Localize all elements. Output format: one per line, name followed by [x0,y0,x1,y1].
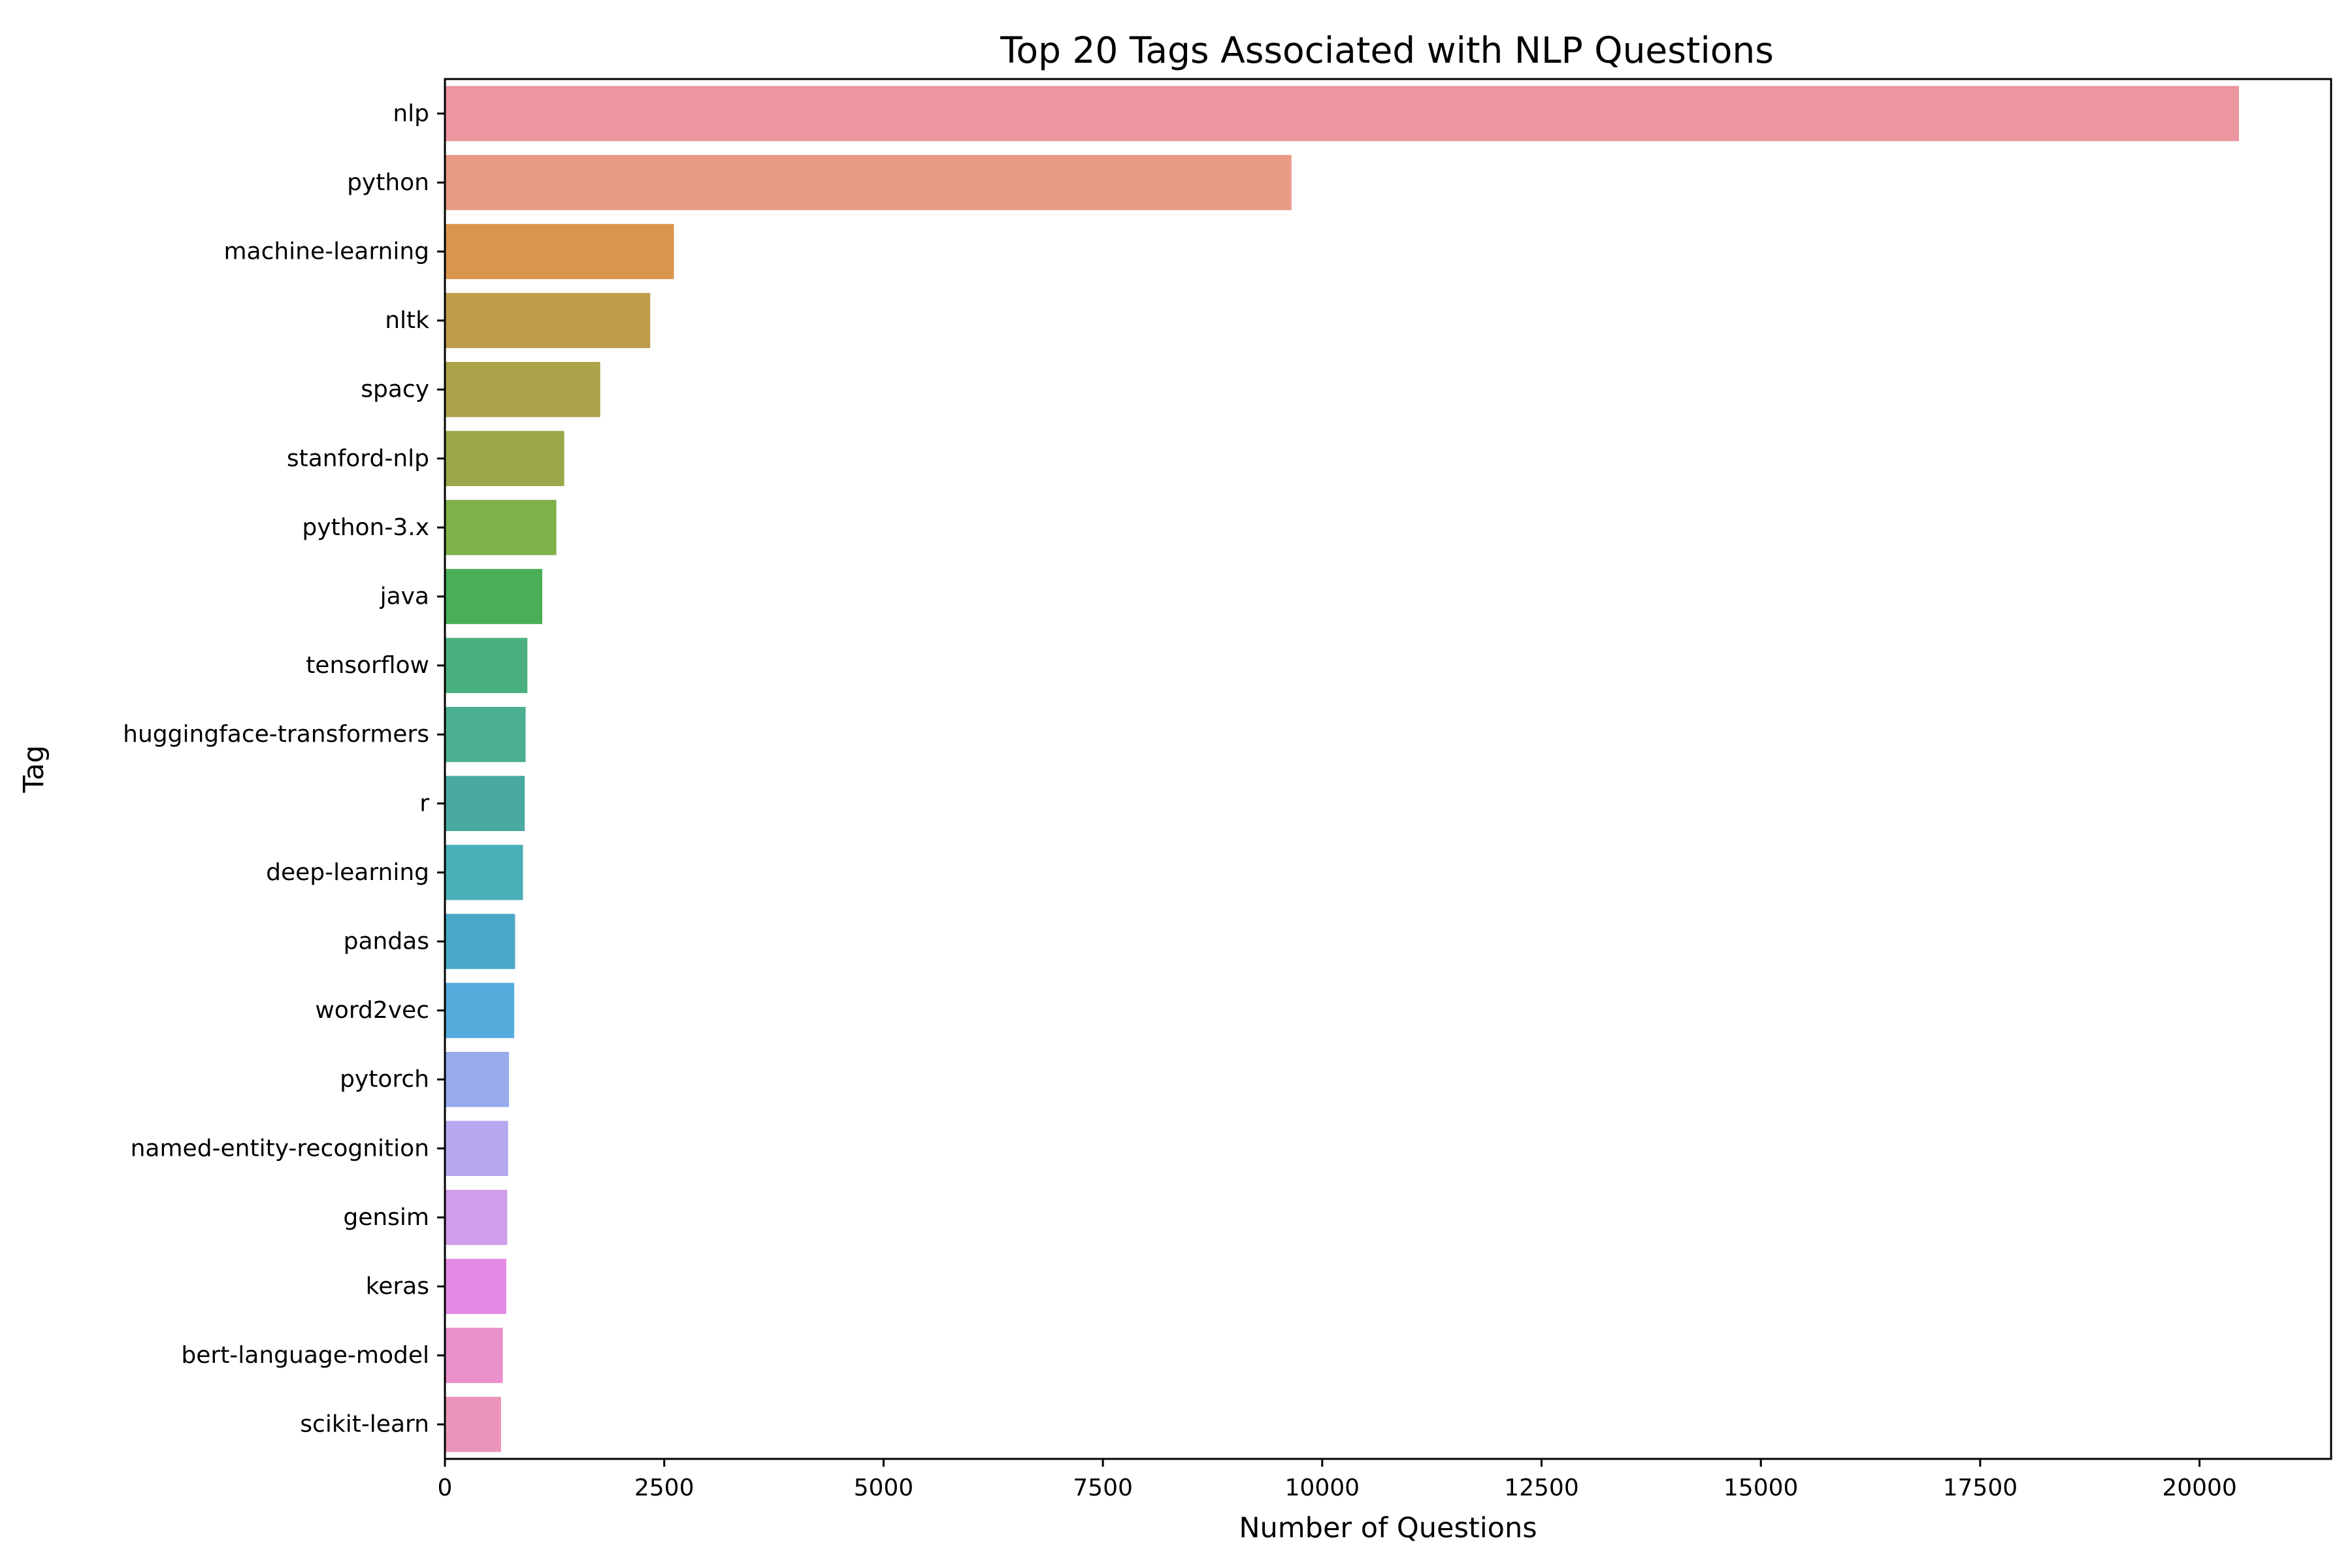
y-tick-label: bert-language-model [181,1342,429,1369]
bar-pytorch [445,1051,510,1107]
x-tick-label: 5000 [854,1475,914,1501]
y-tick-label: machine-learning [223,238,429,265]
y-tick-label: stanford-nlp [287,445,429,472]
x-axis-label: Number of Questions [1239,1512,1537,1544]
bar-nlp [445,86,2240,142]
x-tick-label: 20000 [2162,1475,2237,1501]
y-axis-label: Tag [18,745,50,794]
y-tick-label: huggingface-transformers [123,721,429,748]
bar-gensim [445,1190,508,1245]
chart-title: Top 20 Tags Associated with NLP Question… [1000,29,1774,71]
y-tick-label: spacy [361,376,429,403]
x-tick-label: 2500 [634,1475,694,1501]
y-tick-label: pytorch [340,1066,429,1093]
y-tick-label: tensorflow [306,652,429,679]
x-tick-label: 12500 [1504,1475,1579,1501]
bar-named-entity-recognition [445,1120,508,1177]
y-tick-label: nltk [385,307,429,334]
y-tick-label: python [347,169,429,196]
bar-java [445,568,543,625]
bar-stanford-nlp [445,431,564,487]
y-tick-label: r [419,790,429,817]
y-tick-label: python-3.x [302,514,429,541]
x-tick-label: 0 [438,1475,453,1501]
x-axis-ticks: 0 2500 5000 7500 10000 12500 15000 17500 20000 [438,1459,2237,1501]
y-tick-label: java [380,583,429,610]
x-tick-label: 7500 [1073,1475,1133,1501]
bar-deep-learning [445,845,523,900]
y-tick-label: deep-learning [266,859,429,886]
bar-tensorflow [445,638,528,693]
bar-r [445,776,525,832]
x-tick-label: 17500 [1943,1475,2018,1501]
bar-bert-language-model [445,1328,503,1383]
x-tick-label: 15000 [1723,1475,1799,1501]
bar-word2vec [445,983,515,1038]
y-tick-label: keras [366,1273,429,1300]
bar-python [445,155,1292,210]
bar-huggingface-transformers [445,706,526,762]
bars-group [445,86,2240,1452]
bar-scikit-learn [445,1396,501,1452]
y-tick-label: named-entity-recognition [131,1135,429,1162]
y-axis-ticks: nlp python machine-learning nltk spacy stanfo… [123,100,445,1438]
y-tick-label: scikit-learn [300,1411,429,1438]
y-tick-label: word2vec [315,997,429,1024]
y-tick-label: nlp [393,100,429,127]
bar-machine-learning [445,223,674,280]
bar-python-3-x [445,500,557,555]
bar-keras [445,1258,506,1315]
y-tick-label: gensim [343,1204,429,1231]
bar-nltk [445,293,651,348]
x-tick-label: 10000 [1285,1475,1360,1501]
plot-frame [444,78,2332,1460]
bar-spacy [445,361,600,417]
bar-pandas [445,913,515,970]
y-tick-label: pandas [344,928,429,955]
